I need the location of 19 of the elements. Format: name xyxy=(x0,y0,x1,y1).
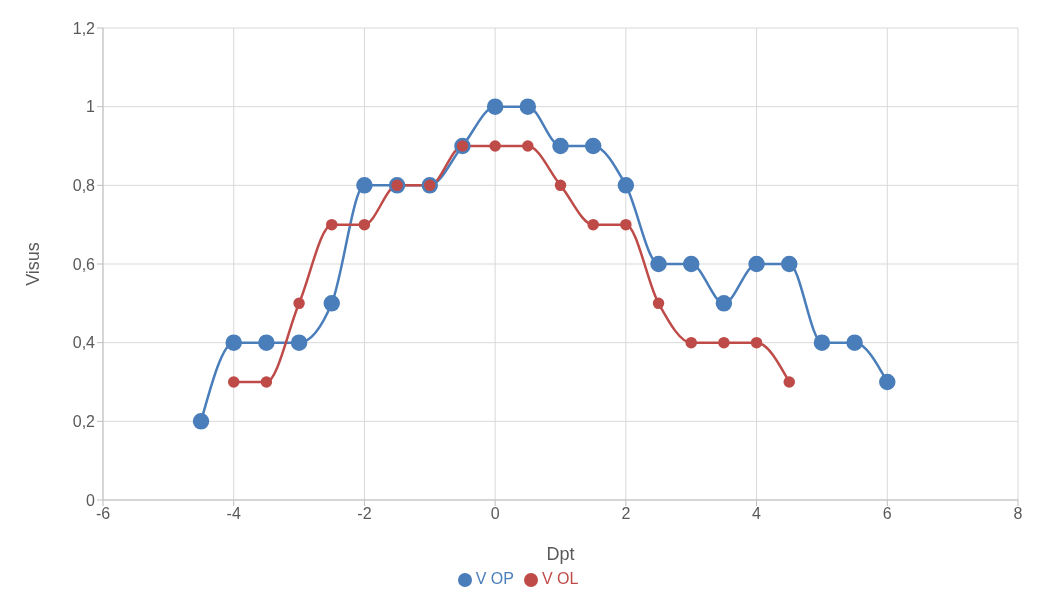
y-tick-label: 0,6 xyxy=(72,255,96,273)
x-tick-label: -4 xyxy=(226,505,241,523)
x-tick-label: 8 xyxy=(1013,505,1023,523)
x-tick-label: 6 xyxy=(882,505,892,523)
x-tick-label: 2 xyxy=(621,505,631,523)
y-tick-label: 0,2 xyxy=(72,413,96,431)
y-tick-label: 0,8 xyxy=(72,177,96,195)
y-axis-title: Visus xyxy=(23,242,44,286)
x-tick-label: -6 xyxy=(95,505,111,523)
y-tick-label: 1 xyxy=(86,98,96,116)
legend-label: V OP xyxy=(475,570,514,587)
legend-label: V OL xyxy=(541,570,579,587)
x-tick-label: 0 xyxy=(490,505,500,523)
x-tick-label: -2 xyxy=(357,505,372,523)
x-tick-label: 4 xyxy=(752,505,762,523)
y-tick-label: 1,2 xyxy=(72,19,96,37)
x-axis-title: Dpt xyxy=(546,544,575,564)
y-tick-label: 0 xyxy=(86,491,96,509)
y-tick-label: 0,4 xyxy=(72,334,96,352)
